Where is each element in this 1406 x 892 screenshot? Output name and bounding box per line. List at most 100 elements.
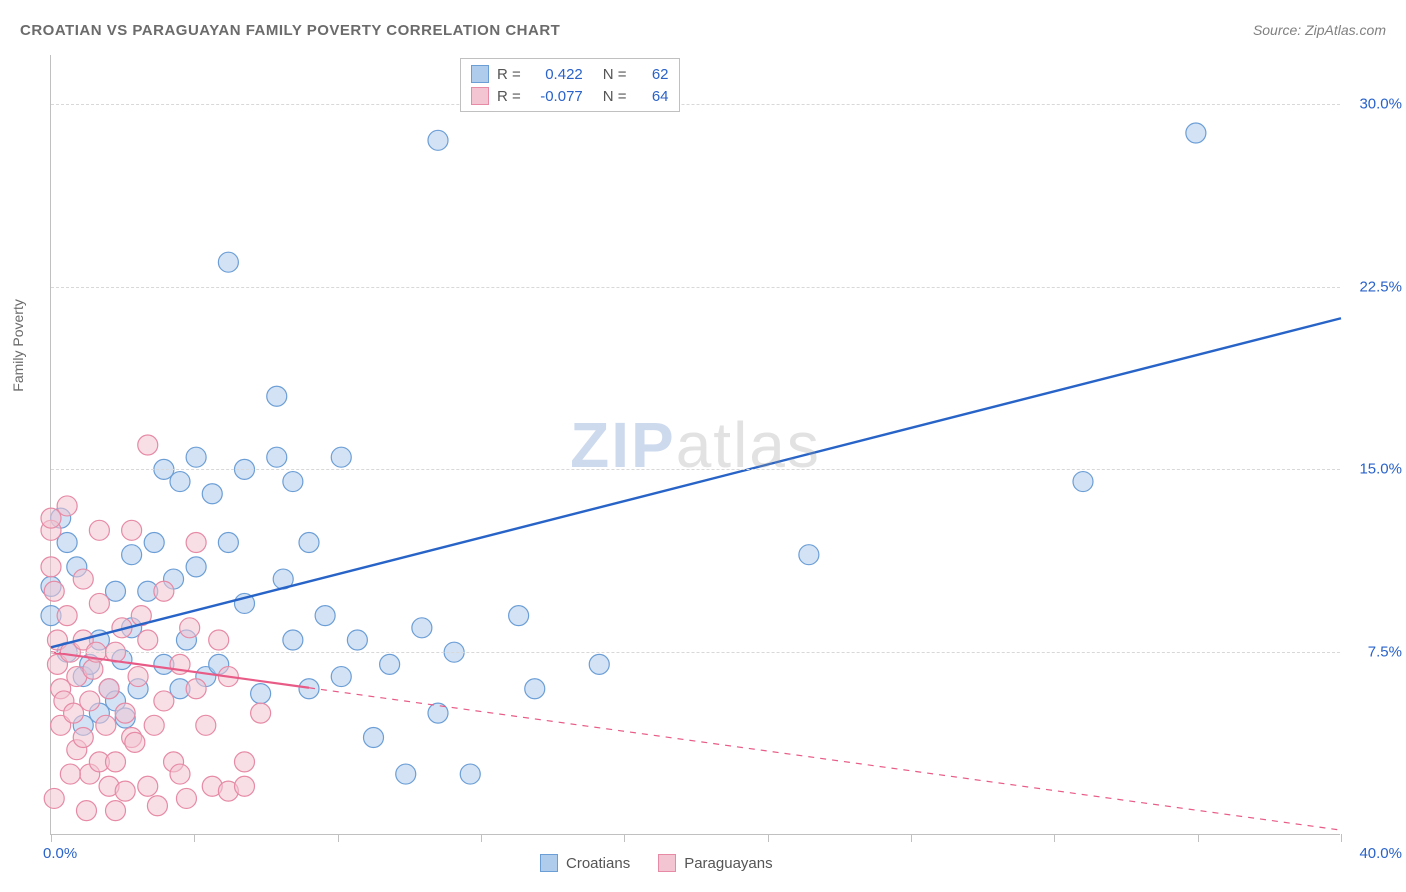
scatter-point: [396, 764, 416, 784]
y-tick-label: 22.5%: [1359, 278, 1402, 295]
x-tick: [338, 834, 339, 842]
r-value-paraguayans: -0.077: [533, 88, 583, 105]
scatter-point: [331, 667, 351, 687]
scatter-point: [44, 581, 64, 601]
source-name: ZipAtlas.com: [1305, 22, 1386, 38]
scatter-point: [251, 703, 271, 723]
y-tick-label: 7.5%: [1368, 644, 1402, 661]
scatter-point: [147, 796, 167, 816]
scatter-point: [138, 435, 158, 455]
scatter-point: [176, 788, 196, 808]
scatter-point: [299, 679, 319, 699]
scatter-point: [525, 679, 545, 699]
legend-label-croatians: Croatians: [566, 855, 630, 872]
scatter-point: [380, 654, 400, 674]
scatter-point: [235, 752, 255, 772]
scatter-point: [138, 776, 158, 796]
scatter-point: [99, 679, 119, 699]
scatter-point: [218, 533, 238, 553]
n-value-paraguayans: 64: [639, 88, 669, 105]
scatter-point: [73, 728, 93, 748]
scatter-point: [283, 472, 303, 492]
scatter-point: [76, 801, 96, 821]
scatter-point: [154, 581, 174, 601]
legend-item-croatians: Croatians: [540, 854, 630, 872]
scatter-point: [89, 520, 109, 540]
legend-series: Croatians Paraguayans: [540, 854, 773, 872]
swatch-croatians: [471, 65, 489, 83]
scatter-point: [186, 679, 206, 699]
scatter-point: [73, 569, 93, 589]
scatter-point: [106, 801, 126, 821]
scatter-point: [57, 496, 77, 516]
swatch-croatians-bottom: [540, 854, 558, 872]
scatter-point: [186, 447, 206, 467]
r-label: R =: [497, 66, 521, 83]
scatter-point: [96, 715, 116, 735]
grid-line: [51, 287, 1340, 288]
r-label-2: R =: [497, 88, 521, 105]
y-tick-label: 15.0%: [1359, 461, 1402, 478]
scatter-point: [799, 545, 819, 565]
scatter-point: [589, 654, 609, 674]
scatter-point: [283, 630, 303, 650]
legend-item-paraguayans: Paraguayans: [658, 854, 772, 872]
x-tick: [768, 834, 769, 842]
scatter-point: [347, 630, 367, 650]
scatter-point: [57, 606, 77, 626]
scatter-point: [115, 703, 135, 723]
scatter-point: [106, 752, 126, 772]
scatter-point: [125, 732, 145, 752]
scatter-point: [60, 764, 80, 784]
x-tick: [1054, 834, 1055, 842]
y-axis-label: Family Poverty: [10, 299, 26, 392]
scatter-point: [196, 715, 216, 735]
grid-line: [51, 469, 1340, 470]
scatter-point: [44, 788, 64, 808]
x-tick: [1198, 834, 1199, 842]
x-tick: [1341, 834, 1342, 842]
scatter-point: [115, 781, 135, 801]
scatter-point: [267, 447, 287, 467]
grid-line: [51, 652, 1340, 653]
plot-area: ZIPatlas 0.0% 40.0% 7.5%15.0%22.5%30.0%: [50, 55, 1340, 835]
source-prefix: Source:: [1253, 22, 1305, 38]
y-tick-label: 30.0%: [1359, 95, 1402, 112]
source-attribution: Source: ZipAtlas.com: [1253, 22, 1386, 38]
x-tick: [911, 834, 912, 842]
x-tick: [624, 834, 625, 842]
scatter-point: [41, 557, 61, 577]
scatter-point: [235, 776, 255, 796]
swatch-paraguayans: [471, 87, 489, 105]
scatter-point: [299, 533, 319, 553]
scatter-point: [144, 533, 164, 553]
scatter-point: [428, 130, 448, 150]
scatter-point: [1073, 472, 1093, 492]
x-tick: [51, 834, 52, 842]
scatter-point: [315, 606, 335, 626]
n-label-2: N =: [603, 88, 627, 105]
legend-label-paraguayans: Paraguayans: [684, 855, 772, 872]
scatter-point: [170, 764, 190, 784]
scatter-point: [186, 557, 206, 577]
scatter-point: [331, 447, 351, 467]
scatter-point: [122, 545, 142, 565]
x-min-label: 0.0%: [43, 845, 77, 862]
scatter-point: [251, 684, 271, 704]
trend-line: [51, 318, 1341, 647]
n-label: N =: [603, 66, 627, 83]
scatter-point: [122, 520, 142, 540]
plot-svg: [51, 55, 1340, 834]
scatter-point: [128, 667, 148, 687]
scatter-point: [202, 484, 222, 504]
swatch-paraguayans-bottom: [658, 854, 676, 872]
chart-title: CROATIAN VS PARAGUAYAN FAMILY POVERTY CO…: [20, 22, 560, 39]
legend-row-paraguayans: R = -0.077 N = 64: [471, 85, 669, 107]
scatter-point: [267, 386, 287, 406]
scatter-point: [170, 472, 190, 492]
legend-correlation: R = 0.422 N = 62 R = -0.077 N = 64: [460, 58, 680, 112]
scatter-point: [209, 630, 229, 650]
scatter-point: [144, 715, 164, 735]
scatter-point: [218, 252, 238, 272]
x-tick: [481, 834, 482, 842]
